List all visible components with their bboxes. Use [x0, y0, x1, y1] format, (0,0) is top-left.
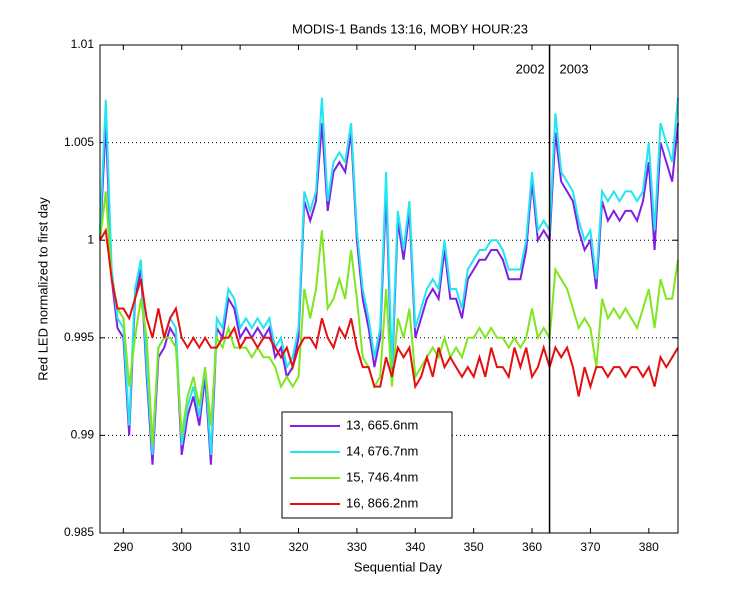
y-tick-label: 0.99 — [71, 428, 95, 442]
series-line — [99, 97, 679, 455]
legend-label: 16, 866.2nm — [346, 495, 418, 510]
y-tick-label: 0.995 — [64, 330, 94, 344]
legend-box — [281, 411, 453, 519]
y-axis-label: Red LED normalized to first day — [35, 197, 50, 381]
y-tick-label: 1 — [87, 232, 94, 246]
legend-label: 15, 746.4nm — [346, 469, 418, 484]
y-tick-label: 0.985 — [64, 525, 94, 539]
chart-title: MODIS-1 Bands 13:16, MOBY HOUR:23 — [292, 21, 528, 36]
x-tick-label: 380 — [639, 540, 659, 554]
x-tick-label: 310 — [230, 540, 250, 554]
x-tick-label: 300 — [172, 540, 192, 554]
x-axis-label: Sequential Day — [354, 559, 443, 574]
series-line — [99, 227, 679, 397]
plot-frame — [99, 44, 679, 534]
divider-label: 2003 — [560, 61, 589, 76]
x-tick-label: 290 — [113, 540, 133, 554]
x-tick-label: 340 — [405, 540, 425, 554]
series-line — [99, 191, 679, 446]
x-tick-label: 350 — [464, 540, 484, 554]
legend-label: 13, 665.6nm — [346, 417, 418, 432]
x-tick-label: 370 — [580, 540, 600, 554]
legend-label: 14, 676.7nm — [346, 443, 418, 458]
y-tick-label: 1.01 — [71, 37, 95, 51]
y-tick-label: 1.005 — [64, 135, 94, 149]
x-tick-label: 330 — [347, 540, 367, 554]
x-tick-label: 320 — [288, 540, 308, 554]
x-tick-label: 360 — [522, 540, 542, 554]
divider-label: 2002 — [516, 61, 545, 76]
